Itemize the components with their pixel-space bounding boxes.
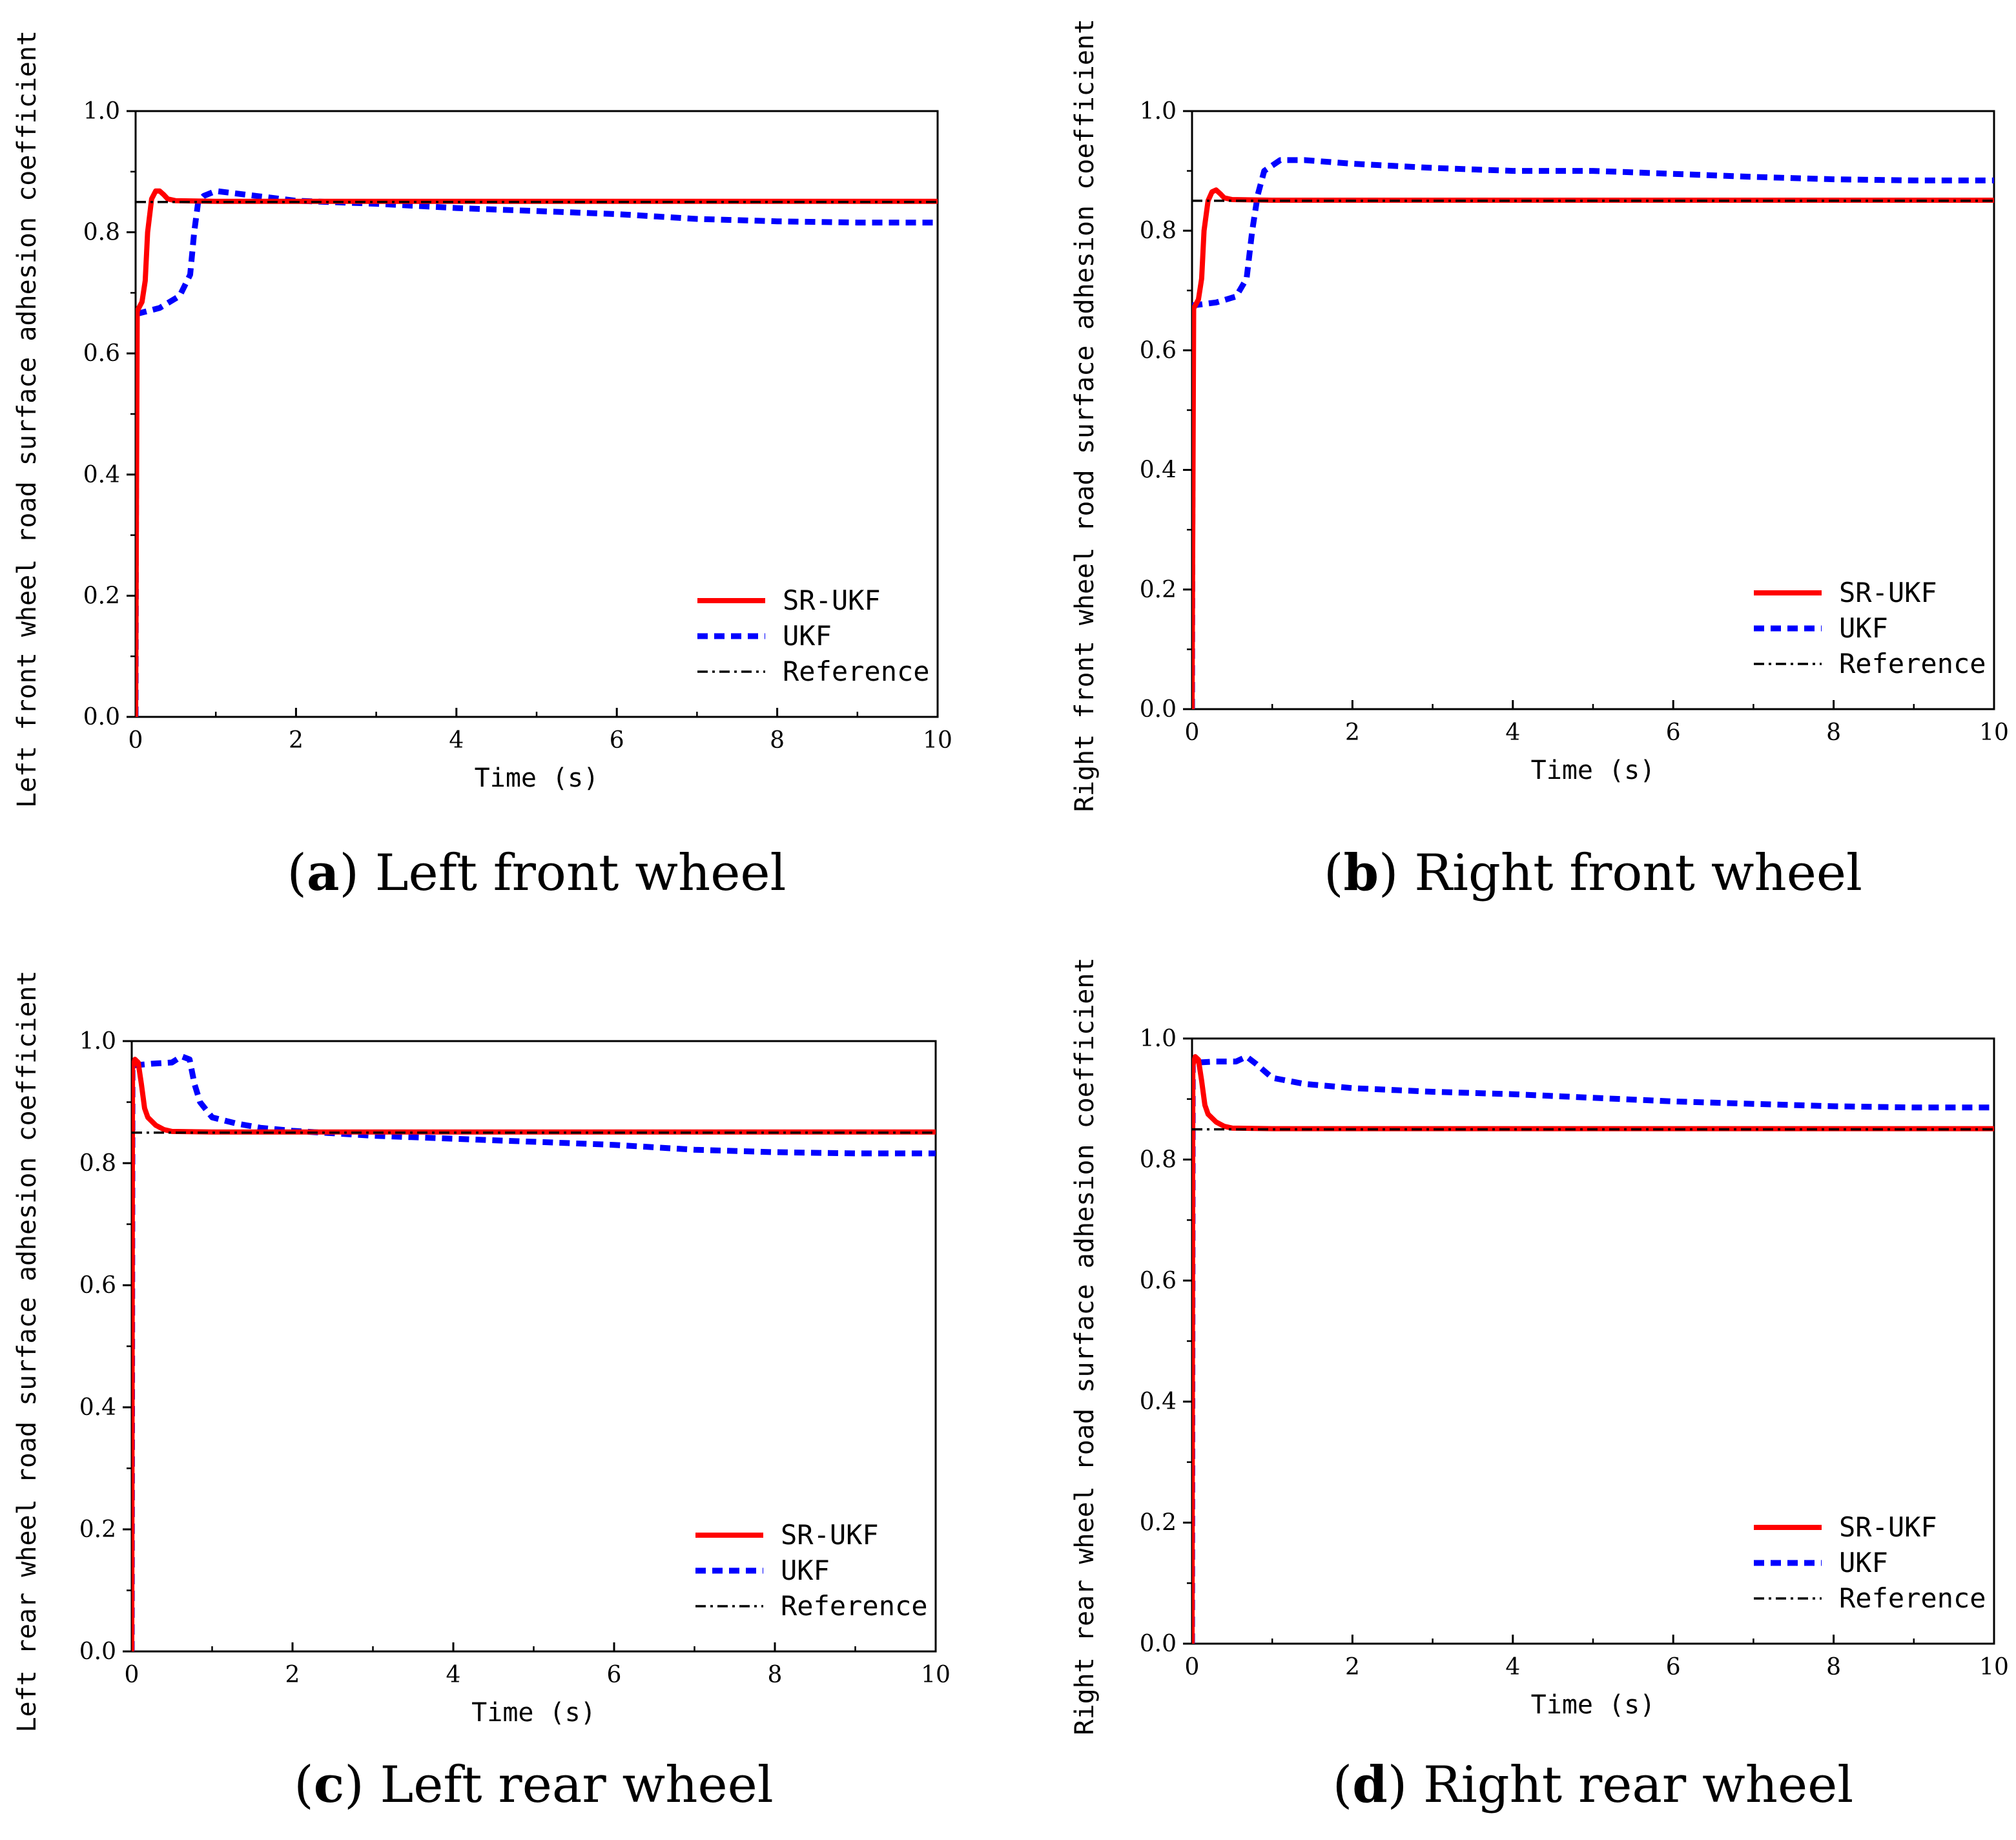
x-tick-label: 2 (1345, 1654, 1360, 1680)
chart-panel-b: 0 2 4 6 8 10 0.0 0.2 0.4 0.6 0.8 1.0 Time (s) Right f… (1070, 19, 2009, 902)
series-line-ukf (1192, 157, 1994, 709)
x-axis-title: Time (s) (1531, 756, 1656, 785)
y-tick-label: 0.0 (83, 704, 120, 730)
x-tick-label: 8 (768, 1662, 783, 1688)
y-tick-label: 0.0 (79, 1638, 116, 1665)
legend-label-ukf: UKF (781, 1555, 830, 1586)
legend-label-reference: Reference (1839, 648, 1986, 679)
x-tick-label: 6 (607, 1662, 622, 1688)
y-tick-label: 0.6 (83, 340, 120, 367)
y-tick-label: 1.0 (1140, 98, 1177, 125)
y-tick-label: 0.2 (83, 583, 120, 609)
y-axis-title: Left front wheel road surface adhesion c… (12, 30, 42, 808)
x-tick-label: 6 (1666, 1654, 1681, 1680)
y-tick-label: 1.0 (1140, 1026, 1177, 1052)
y-tick-label: 0.6 (79, 1272, 116, 1299)
x-tick-label: 8 (1826, 719, 1841, 746)
series-line-ukf (1192, 1053, 1994, 1644)
legend-label-sr-ukf: SR-UKF (781, 1519, 879, 1551)
x-tick-label: 0 (1185, 719, 1200, 746)
x-tick-label: 0 (125, 1662, 139, 1688)
legend-label-reference: Reference (1839, 1582, 1986, 1614)
x-tick-label: 0 (1185, 1654, 1200, 1680)
y-axis-title: Right front wheel road surface adhesion … (1070, 19, 1100, 812)
caption-letter: d (1352, 1755, 1388, 1814)
x-tick-label: 10 (1979, 1654, 2009, 1680)
y-tick-label: 0.2 (1140, 577, 1177, 603)
y-tick-label: 0.0 (1140, 1631, 1177, 1657)
y-axis-title: Left rear wheel road surface adhesion co… (12, 970, 42, 1732)
y-tick-label: 0.2 (1140, 1510, 1177, 1536)
x-tick-label: 4 (1505, 1654, 1520, 1680)
y-tick-label: 0.8 (83, 220, 120, 246)
series-line-ukf (136, 188, 938, 717)
x-tick-label: 2 (1345, 719, 1360, 746)
x-axis-title: Time (s) (475, 763, 599, 793)
caption-letter: b (1343, 843, 1379, 902)
panel-caption: (b) Right front wheel (1324, 843, 1862, 902)
y-tick-label: 0.4 (1140, 1389, 1177, 1415)
panel-caption: (a) Left front wheel (287, 843, 787, 902)
chart-panel-a: 0 2 4 6 8 10 0.0 0.2 0.4 0.6 0.8 1.0 Time (s) Left fr… (12, 30, 952, 902)
y-tick-label: 1.0 (79, 1028, 116, 1055)
y-axis-title: Right rear wheel road surface adhesion c… (1070, 957, 1100, 1735)
legend-label-ukf: UKF (1839, 612, 1888, 644)
legend-label-ukf: UKF (1839, 1547, 1888, 1578)
x-tick-label: 4 (1505, 719, 1520, 746)
x-tick-label: 8 (770, 727, 785, 754)
x-tick-label: 2 (285, 1662, 300, 1688)
y-tick-label: 0.6 (1140, 337, 1177, 364)
y-tick-label: 0.0 (1140, 696, 1177, 723)
x-tick-label: 0 (129, 727, 143, 754)
y-tick-label: 0.2 (79, 1516, 116, 1543)
x-tick-label: 2 (289, 727, 303, 754)
y-tick-label: 0.4 (1140, 457, 1177, 484)
x-tick-label: 10 (921, 1662, 951, 1688)
series-line-sr-ukf (1192, 187, 1994, 709)
x-tick-label: 10 (923, 727, 952, 754)
y-tick-label: 0.6 (1140, 1268, 1177, 1294)
caption-letter: a (307, 843, 340, 902)
legend-label-sr-ukf: SR-UKF (783, 584, 881, 616)
caption-letter: c (314, 1755, 345, 1814)
legend-label-ukf: UKF (783, 620, 832, 652)
y-tick-label: 0.8 (1140, 218, 1177, 244)
series-line-sr-ukf (136, 188, 938, 717)
y-tick-label: 1.0 (83, 98, 120, 125)
x-tick-label: 4 (446, 1662, 461, 1688)
x-tick-label: 6 (610, 727, 624, 754)
x-axis-title: Time (s) (1531, 1690, 1656, 1720)
legend-label-sr-ukf: SR-UKF (1839, 577, 1937, 608)
legend-label-sr-ukf: SR-UKF (1839, 1511, 1937, 1543)
chart-panel-d: 0 2 4 6 8 10 0.0 0.2 0.4 0.6 0.8 1.0 Time (s) Right r… (1070, 957, 2009, 1814)
y-tick-label: 0.8 (1140, 1146, 1177, 1173)
legend-label-reference: Reference (781, 1590, 928, 1622)
x-tick-label: 10 (1979, 719, 2009, 746)
x-tick-label: 8 (1826, 1654, 1841, 1680)
y-tick-label: 0.8 (79, 1150, 116, 1177)
panel-caption: (d) Right rear wheel (1333, 1755, 1853, 1814)
x-axis-title: Time (s) (471, 1698, 596, 1728)
y-tick-label: 0.4 (79, 1394, 116, 1421)
panel-caption: (c) Left rear wheel (294, 1755, 773, 1814)
series-line-ukf (132, 1053, 936, 1651)
x-tick-label: 6 (1666, 719, 1681, 746)
x-tick-label: 4 (449, 727, 464, 754)
legend-label-reference: Reference (783, 656, 930, 687)
chart-panel-c: 0 2 4 6 8 10 0.0 0.2 0.4 0.6 0.8 1.0 Time (s) Left re… (12, 970, 951, 1814)
y-tick-label: 0.4 (83, 462, 120, 488)
